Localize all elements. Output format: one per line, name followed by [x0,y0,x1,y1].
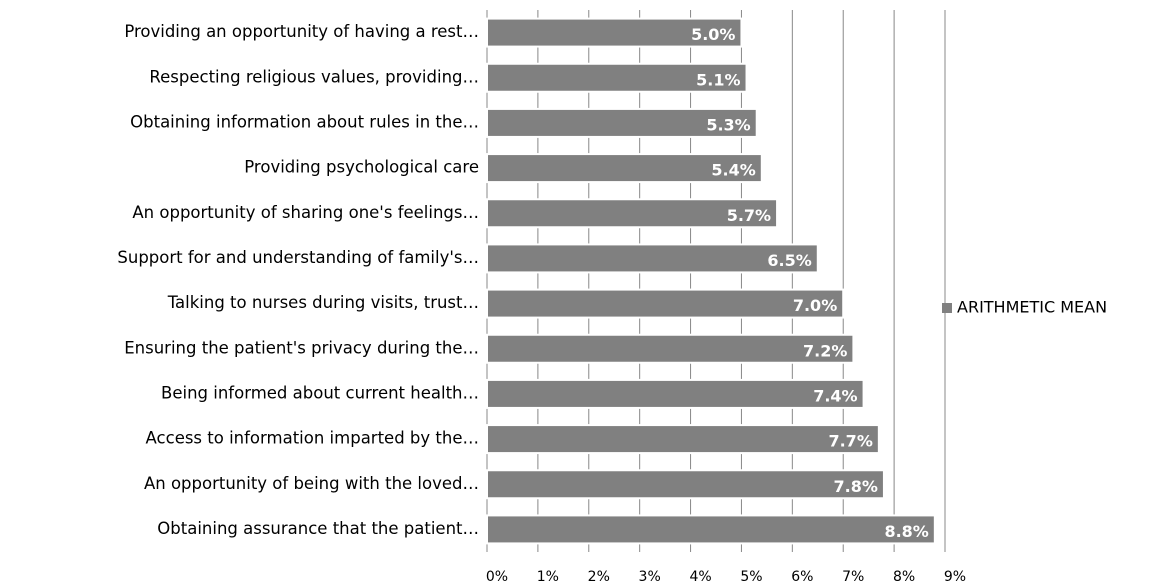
bar [486,243,819,274]
category-label: Providing an opportunity of having a res… [124,22,479,41]
x-tick-label: 3% [639,569,661,585]
bar [486,378,865,409]
bar [486,288,845,319]
x-tick-label: 9% [944,569,966,585]
value-label: 7.4% [813,386,857,405]
category-label: Obtaining information about rules in the… [130,112,479,131]
category-label: Obtaining assurance that the patient… [157,519,479,538]
category-label: Providing psychological care [244,158,479,177]
bar [486,198,779,229]
value-label: 5.0% [691,25,735,44]
category-label: Respecting religious values, providing… [149,67,479,86]
category-label: Support for and understanding of family'… [117,248,479,267]
value-label: 7.8% [834,477,878,496]
value-label: 7.2% [803,341,847,360]
legend-swatch [942,303,952,313]
category-label: Access to information imparted by the… [146,429,479,448]
x-tick-label: 0% [486,569,508,585]
bar [486,62,748,93]
category-label: Being informed about current health… [161,383,479,402]
bar [486,424,880,455]
x-tick-label: 8% [893,569,915,585]
bar [486,333,855,364]
bar [486,107,758,138]
bar [486,514,936,545]
value-label: 7.0% [793,296,837,315]
value-label: 6.5% [767,251,811,270]
legend-label: ARITHMETIC MEAN [957,298,1107,317]
value-label: 5.7% [727,206,771,225]
x-tick-label: 6% [791,569,813,585]
bar [486,17,743,48]
x-tick-label: 1% [537,569,559,585]
x-tick-label: 2% [588,569,610,585]
value-label: 7.7% [828,432,872,451]
bar [486,469,885,500]
value-label: 5.1% [696,70,740,89]
value-label: 8.8% [884,522,928,541]
value-label: 5.4% [711,161,755,180]
category-label: An opportunity of being with the loved… [144,474,479,493]
bar [486,153,763,184]
x-tick-label: 4% [689,569,711,585]
category-label: Talking to nurses during visits, trust… [167,293,479,312]
x-tick-label: 7% [842,569,864,585]
x-tick-label: 5% [740,569,762,585]
category-label: Ensuring the patient's privacy during th… [124,338,479,357]
category-label: An opportunity of sharing one's feelings… [132,203,479,222]
value-label: 5.3% [706,115,750,134]
